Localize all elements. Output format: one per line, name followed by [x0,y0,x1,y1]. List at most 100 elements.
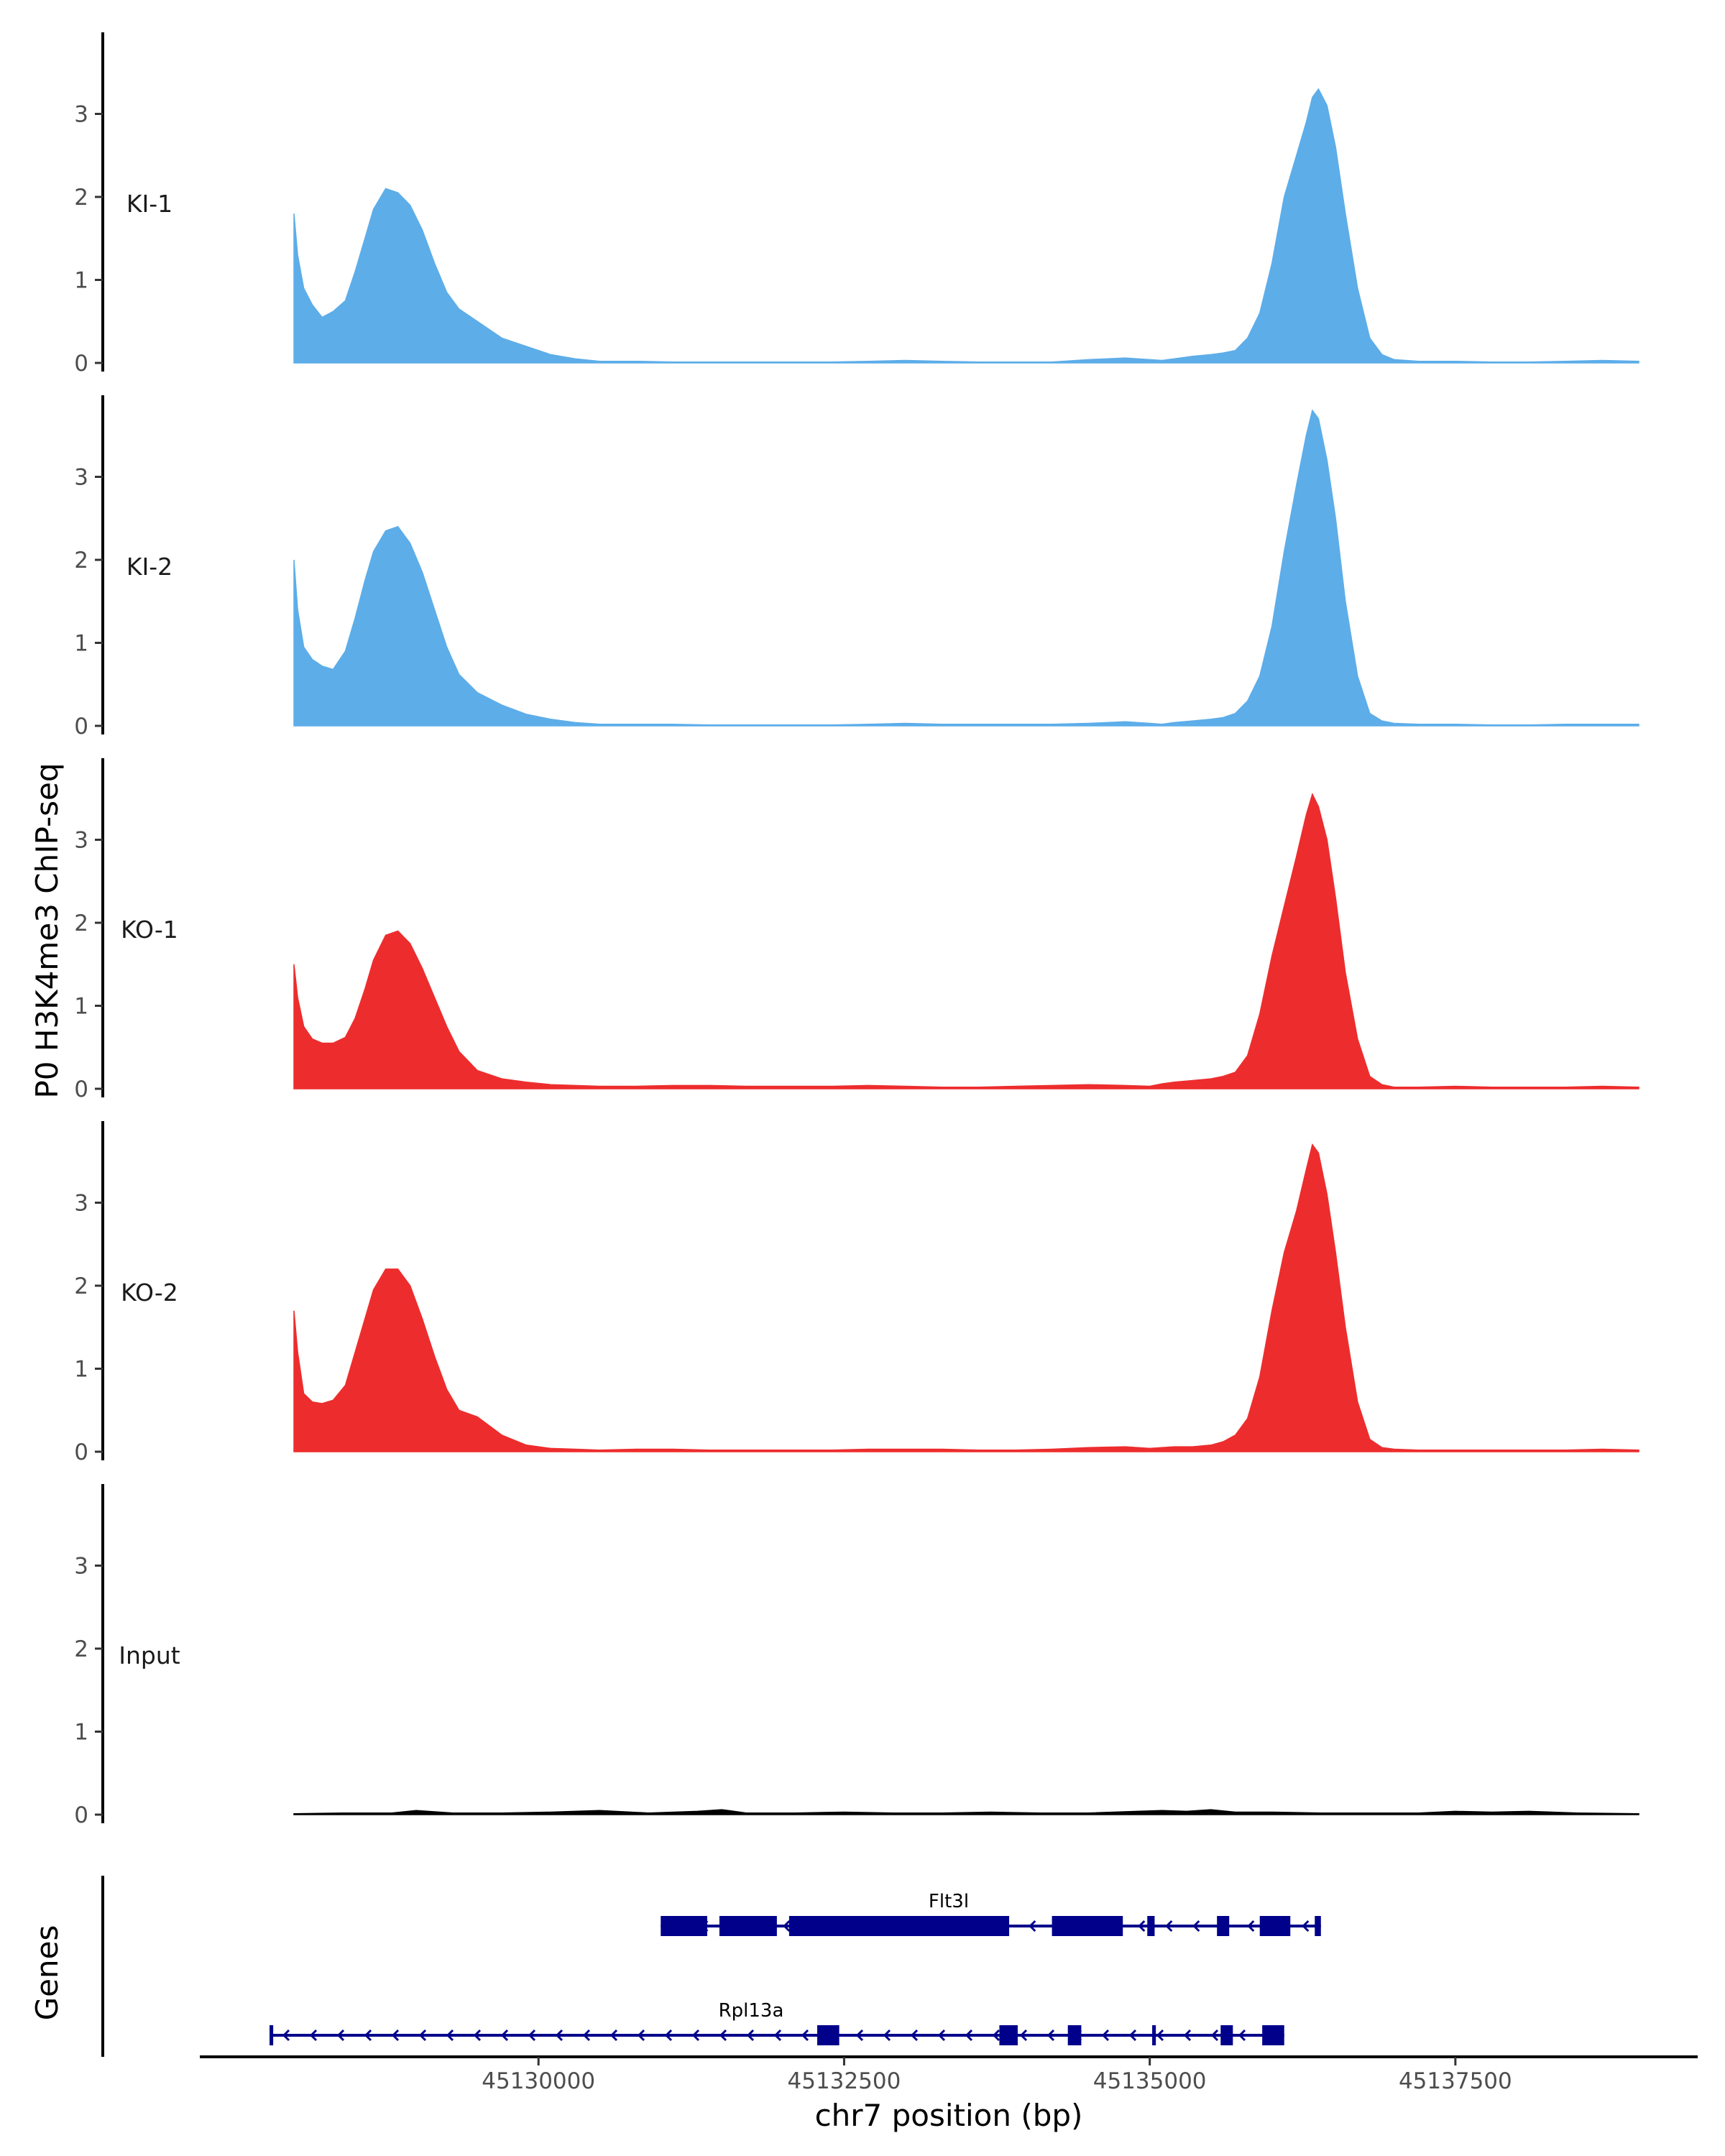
gene-exon [1262,2025,1284,2045]
y-axis-title: P0 H3K4me3 ChIP-seq [29,763,65,1098]
gene-exon [719,1916,777,1936]
y-tick-label: 2 [74,548,88,573]
genes-axis-title: Genes [29,1925,65,2021]
strand-arrow-icon [1138,1920,1146,1932]
x-tick-label: 45130000 [482,2068,595,2094]
strand-arrow-icon [446,2029,454,2042]
track-label: KO-1 [121,916,178,944]
strand-arrow-icon [1046,2029,1055,2042]
y-tick-label: 2 [74,1636,88,1662]
track-label: KI-1 [126,190,172,218]
strand-arrow-icon [1029,1920,1036,1932]
y-tick-label: 0 [74,1077,88,1102]
strand-arrow-icon [1128,2029,1137,2042]
strand-arrow-icon [610,2029,618,2042]
strand-arrow-icon [418,2029,427,2042]
y-tick-label: 2 [74,911,88,936]
strand-arrow-icon [965,2029,973,2042]
track-ki-1: 0 1 2 3 KI-1 [74,32,1639,377]
tracks-layer: 0 1 2 3 KI-1 0 1 2 3 KI-2 0 1 2 3 KO-1 0 1 2 3 KO-2 0 1 2 3 Inpu… [74,32,1639,1828]
gene-exon [999,2025,1018,2045]
gene-exon [1315,1916,1321,1936]
strand-arrow-icon [282,2029,290,2042]
strand-arrow-icon [1210,2029,1219,2042]
gene-exon [1220,2025,1233,2045]
strand-arrow-icon [883,2029,891,2042]
y-tick-label: 1 [74,1357,88,1383]
strand-arrow-icon [1156,2029,1164,2042]
strand-arrow-icon [309,2029,318,2042]
strand-arrow-icon [637,2029,645,2042]
strand-arrow-icon [992,2029,1000,2042]
strand-arrow-icon [719,2029,727,2042]
signal-area-input [293,1809,1639,1815]
strand-arrow-icon [473,2029,482,2042]
strand-arrow-icon [1238,2029,1246,2042]
gene-exon [270,2025,274,2045]
y-tick-label: 0 [74,1802,88,1828]
y-tick-label: 3 [74,1191,88,1217]
strand-arrow-icon [582,2029,591,2042]
signal-area-ki-2 [293,409,1639,727]
strand-arrow-icon [336,2029,345,2042]
gene-flt3l: Flt3l [661,1891,1321,1936]
strand-arrow-icon [691,2029,700,2042]
x-tick-label: 45135000 [1093,2068,1207,2094]
strand-arrow-icon [364,2029,372,2042]
gene-exon [661,1916,707,1936]
gene-exon [1147,1916,1155,1936]
strand-arrow-icon [801,2029,809,2042]
x-tick-label: 45137500 [1399,2068,1512,2094]
x-tick-label: 45132500 [788,2068,901,2094]
track-ko-2: 0 1 2 3 KO-2 [74,1121,1639,1465]
strand-arrow-icon [855,2029,864,2042]
gene-exon [1217,1916,1230,1936]
signal-area-ki-1 [293,88,1639,364]
gene-exon [1052,1916,1123,1936]
gene-label: Flt3l [929,1891,969,1912]
gene-exon [788,1916,1010,1936]
strand-arrow-icon [937,2029,946,2042]
y-tick-label: 2 [74,185,88,211]
signal-area-ko-2 [293,1143,1639,1452]
y-tick-label: 0 [74,714,88,740]
strand-arrow-icon [664,2029,673,2042]
y-tick-label: 1 [74,994,88,1020]
strand-arrow-icon [746,2029,755,2042]
track-label: KO-2 [121,1279,178,1307]
y-tick-label: 3 [74,465,88,491]
y-tick-label: 1 [74,268,88,294]
gene-exon [817,2025,840,2045]
strand-arrow-icon [1165,1920,1173,1932]
x-axis: 45130000 45132500 45135000 45137500 [200,2055,1698,2094]
y-tick-label: 3 [74,1554,88,1580]
x-axis-title: chr7 position (bp) [815,2098,1083,2133]
gene-rpl13a: Rpl13a [270,2000,1284,2045]
strand-arrow-icon [910,2029,919,2042]
y-tick-label: 3 [74,828,88,854]
y-tick-label: 0 [74,1439,88,1465]
y-tick-label: 2 [74,1273,88,1299]
strand-arrow-icon [528,2029,536,2042]
strand-arrow-icon [1019,2029,1028,2042]
gene-label: Rpl13a [719,2000,784,2022]
gene-exon [1152,2025,1156,2045]
genes-layer: Flt3l Rpl13a [101,1876,1321,2057]
gene-exon [1259,1916,1291,1936]
y-tick-label: 3 [74,102,88,128]
strand-arrow-icon [1183,2029,1192,2042]
strand-arrow-icon [555,2029,564,2042]
strand-arrow-icon [1192,1920,1200,1932]
strand-arrow-icon [783,1920,791,1932]
track-label: Input [119,1641,180,1669]
y-tick-label: 1 [74,1720,88,1746]
track-ki-2: 0 1 2 3 KI-2 [74,395,1639,740]
gene-exon [1067,2025,1082,2045]
strand-arrow-icon [1302,1920,1310,1932]
signal-area-ko-1 [293,792,1639,1089]
strand-arrow-icon [1101,2029,1110,2042]
strand-arrow-icon [773,2029,782,2042]
track-label: KI-2 [126,553,172,581]
track-ko-1: 0 1 2 3 KO-1 [74,758,1639,1102]
